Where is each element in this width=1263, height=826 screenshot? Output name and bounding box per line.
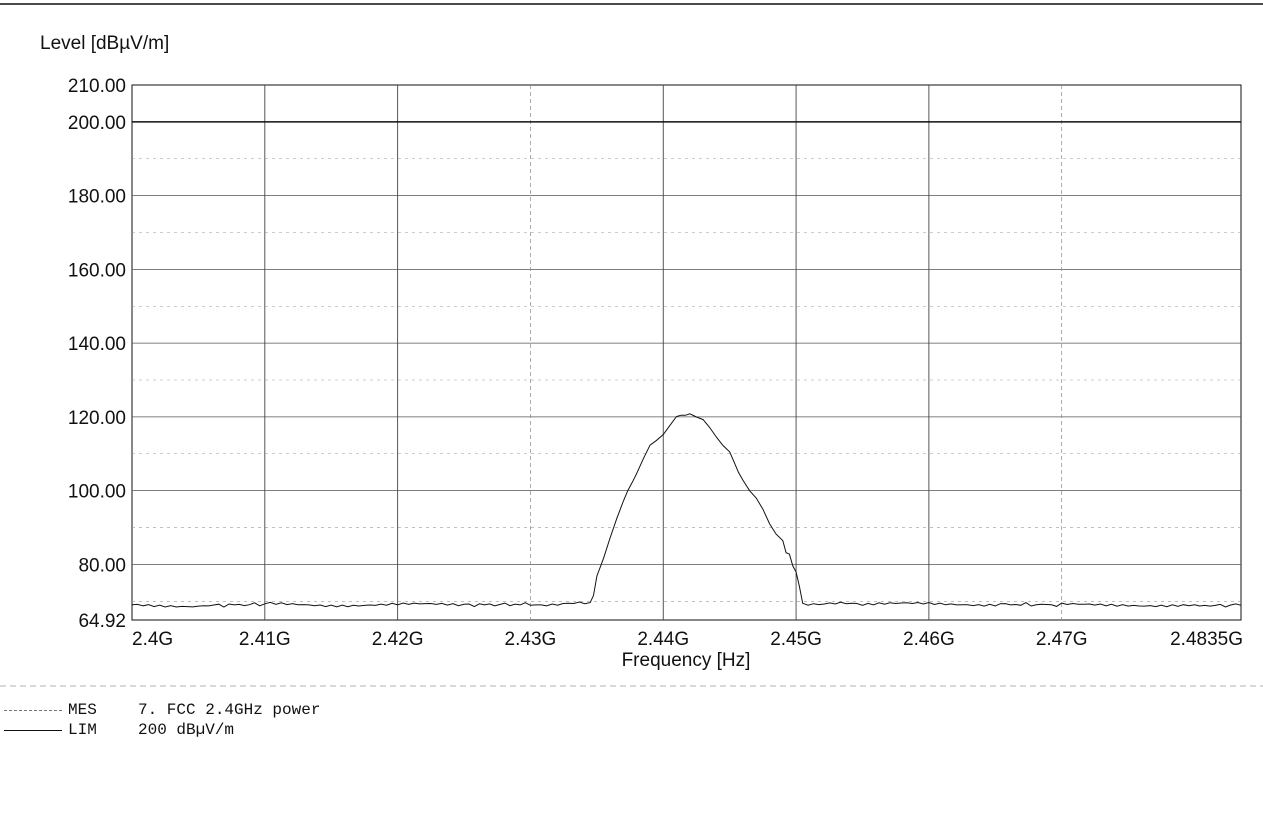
legend-label: 7. FCC 2.4GHz power [138,701,321,719]
x-tick-label: 2.43G [505,629,557,650]
x-tick-label: 2.4G [132,629,173,650]
x-tick-label: 2.42G [372,629,424,650]
legend-swatch-solid [4,729,62,731]
y-tick-label: 100.00 [68,482,126,503]
legend-item-mes: MES 7. FCC 2.4GHz power [0,700,320,720]
data-series [131,121,1242,608]
grid-lines [132,85,1241,620]
x-axis-title: Frequency [Hz] [622,650,751,671]
plot-border [131,84,1242,621]
y-tick-label: 64.92 [78,611,126,632]
legend: MES 7. FCC 2.4GHz power LIM 200 dBµV/m [0,700,320,740]
legend-code: MES [68,701,97,719]
x-tick-label: 2.45G [770,629,822,650]
legend-label: 200 dBµV/m [138,721,235,739]
y-tick-label: 200.00 [68,113,126,134]
y-axis-title: Level [dBµV/m] [40,33,169,54]
x-tick-label: 2.46G [903,629,955,650]
y-tick-labels: 210.00 200.00 180.00 160.00 140.00 120.00 100.… [68,76,126,632]
y-tick-label: 80.00 [78,555,126,576]
x-tick-label: 2.4835G [1170,629,1243,650]
y-tick-label: 180.00 [68,187,126,208]
chart-frame [0,3,1263,687]
y-tick-label: 140.00 [68,334,126,355]
x-tick-label: 2.47G [1036,629,1088,650]
series-mes-line [131,413,1242,608]
legend-item-lim: LIM 200 dBµV/m [0,720,320,740]
x-tick-labels: 2.4G 2.41G 2.42G 2.43G 2.44G 2.45G 2.46G 2.47G 2… [132,629,1243,650]
y-tick-label: 210.00 [68,76,126,97]
x-tick-label: 2.44G [637,629,689,650]
y-tick-label: 120.00 [68,408,126,429]
y-tick-label: 160.00 [68,260,126,281]
spectrum-chart: 210.00 200.00 180.00 160.00 140.00 120.00 100.… [0,3,1263,687]
legend-swatch-dashed [4,709,62,711]
legend-code: LIM [68,721,97,739]
x-tick-label: 2.41G [239,629,291,650]
